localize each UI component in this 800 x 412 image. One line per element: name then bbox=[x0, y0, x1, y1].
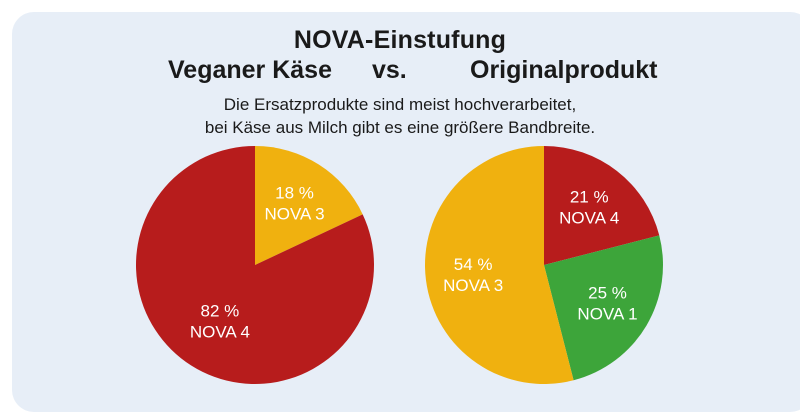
left-pie-heading: Veganer Käse bbox=[168, 56, 332, 84]
pie2-slice-value-label: 54 % bbox=[454, 255, 493, 274]
pie2-slice-nova-3 bbox=[425, 146, 574, 384]
pie2-slice-nova-1 bbox=[544, 235, 663, 381]
pie-charts: 18 % NOVA 3 82 % NOVA 4 21 % NOVA 4 25 % NOVA 1… bbox=[135, 146, 663, 384]
pie1-slice-value-label: 82 % bbox=[201, 301, 240, 320]
vs-label: vs. bbox=[372, 56, 407, 84]
pie1-slice-value-label: 18 % bbox=[275, 184, 314, 203]
pie2-slice-value-label: 25 % bbox=[588, 284, 627, 303]
infographic-card bbox=[12, 12, 800, 412]
subtitle-line-2: bei Käse aus Milch gibt es eine größere … bbox=[204, 118, 596, 137]
pie2-slice-category-label: NOVA 1 bbox=[577, 305, 637, 324]
subtitle-line-1: Die Ersatzprodukte sind meist hochverarb… bbox=[223, 95, 577, 114]
right-pie-heading: Originalprodukt bbox=[470, 56, 658, 84]
pie2-slice-nova-4 bbox=[544, 146, 660, 265]
pie1-slice-nova-4 bbox=[135, 146, 374, 384]
pie1-slice-nova-3 bbox=[255, 146, 363, 265]
chart-title: NOVA-Einstufung bbox=[293, 26, 507, 54]
pie2-slice-category-label: NOVA 4 bbox=[559, 209, 619, 228]
pie2-slice-value-label: 21 % bbox=[570, 188, 609, 207]
pie1-slice-category-label: NOVA 3 bbox=[264, 205, 324, 224]
pie1-slice-category-label: NOVA 4 bbox=[190, 322, 250, 341]
pie2-slice-category-label: NOVA 3 bbox=[443, 276, 503, 295]
